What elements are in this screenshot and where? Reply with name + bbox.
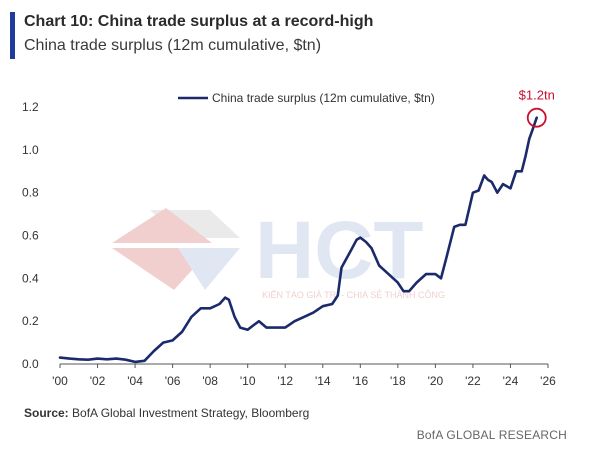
annotation-circle xyxy=(526,107,547,128)
x-tick-label: '14 xyxy=(315,374,331,388)
y-tick-label: 1.2 xyxy=(22,100,39,114)
x-tick-label: '02 xyxy=(90,374,106,388)
source-note: Source: BofA Global Investment Strategy,… xyxy=(24,406,309,420)
y-tick-label: 0.4 xyxy=(22,271,39,285)
x-tick-label: '04 xyxy=(127,374,143,388)
x-tick-label: '00 xyxy=(52,374,68,388)
watermark-logo: HCT KIẾN TẠO GIÁ TRỊ - CHIA SẺ THÀNH CÔN… xyxy=(112,205,445,300)
brand-footer: BofA GLOBAL RESEARCH xyxy=(416,428,567,442)
x-tick-label: '18 xyxy=(390,374,406,388)
x-tick-label: '16 xyxy=(352,374,368,388)
axes: 0.0 0.2 0.4 0.6 0.8 1.0 1.2 '00 '02 '04 '06 '08 '10 '… xyxy=(22,100,556,388)
x-tick-label: '26 xyxy=(540,374,556,388)
y-tick-label: 0.2 xyxy=(22,314,39,328)
x-tick-label: '20 xyxy=(428,374,444,388)
x-tick-label: '12 xyxy=(277,374,293,388)
chart-subtitle: China trade surplus (12m cumulative, $tn… xyxy=(24,37,322,54)
source-text: BofA Global Investment Strategy, Bloombe… xyxy=(72,406,310,420)
x-tick-label: '24 xyxy=(503,374,519,388)
legend-label: China trade surplus (12m cumulative, $tn… xyxy=(212,91,435,105)
x-tick-label: '22 xyxy=(465,374,481,388)
annotation: $1.2tn xyxy=(519,88,555,128)
x-tick-label: '10 xyxy=(240,374,256,388)
y-tick-label: 0.8 xyxy=(22,186,39,200)
x-tick-label: '08 xyxy=(202,374,218,388)
watermark-tagline: KIẾN TẠO GIÁ TRỊ - CHIA SẺ THÀNH CÔNG xyxy=(262,289,445,300)
x-tick-label: '06 xyxy=(165,374,181,388)
legend: China trade surplus (12m cumulative, $tn… xyxy=(178,91,435,105)
y-tick-label: 0.6 xyxy=(22,229,39,243)
series-layer xyxy=(58,116,539,364)
annotation-label: $1.2tn xyxy=(519,88,555,103)
source-label: Source: xyxy=(24,406,69,420)
y-tick-label: 1.0 xyxy=(22,143,39,157)
chart-title: Chart 10: China trade surplus at a recor… xyxy=(24,13,374,30)
y-tick-label: 0.0 xyxy=(22,357,39,371)
title-accent-bar xyxy=(10,12,15,59)
series-line xyxy=(58,116,539,364)
